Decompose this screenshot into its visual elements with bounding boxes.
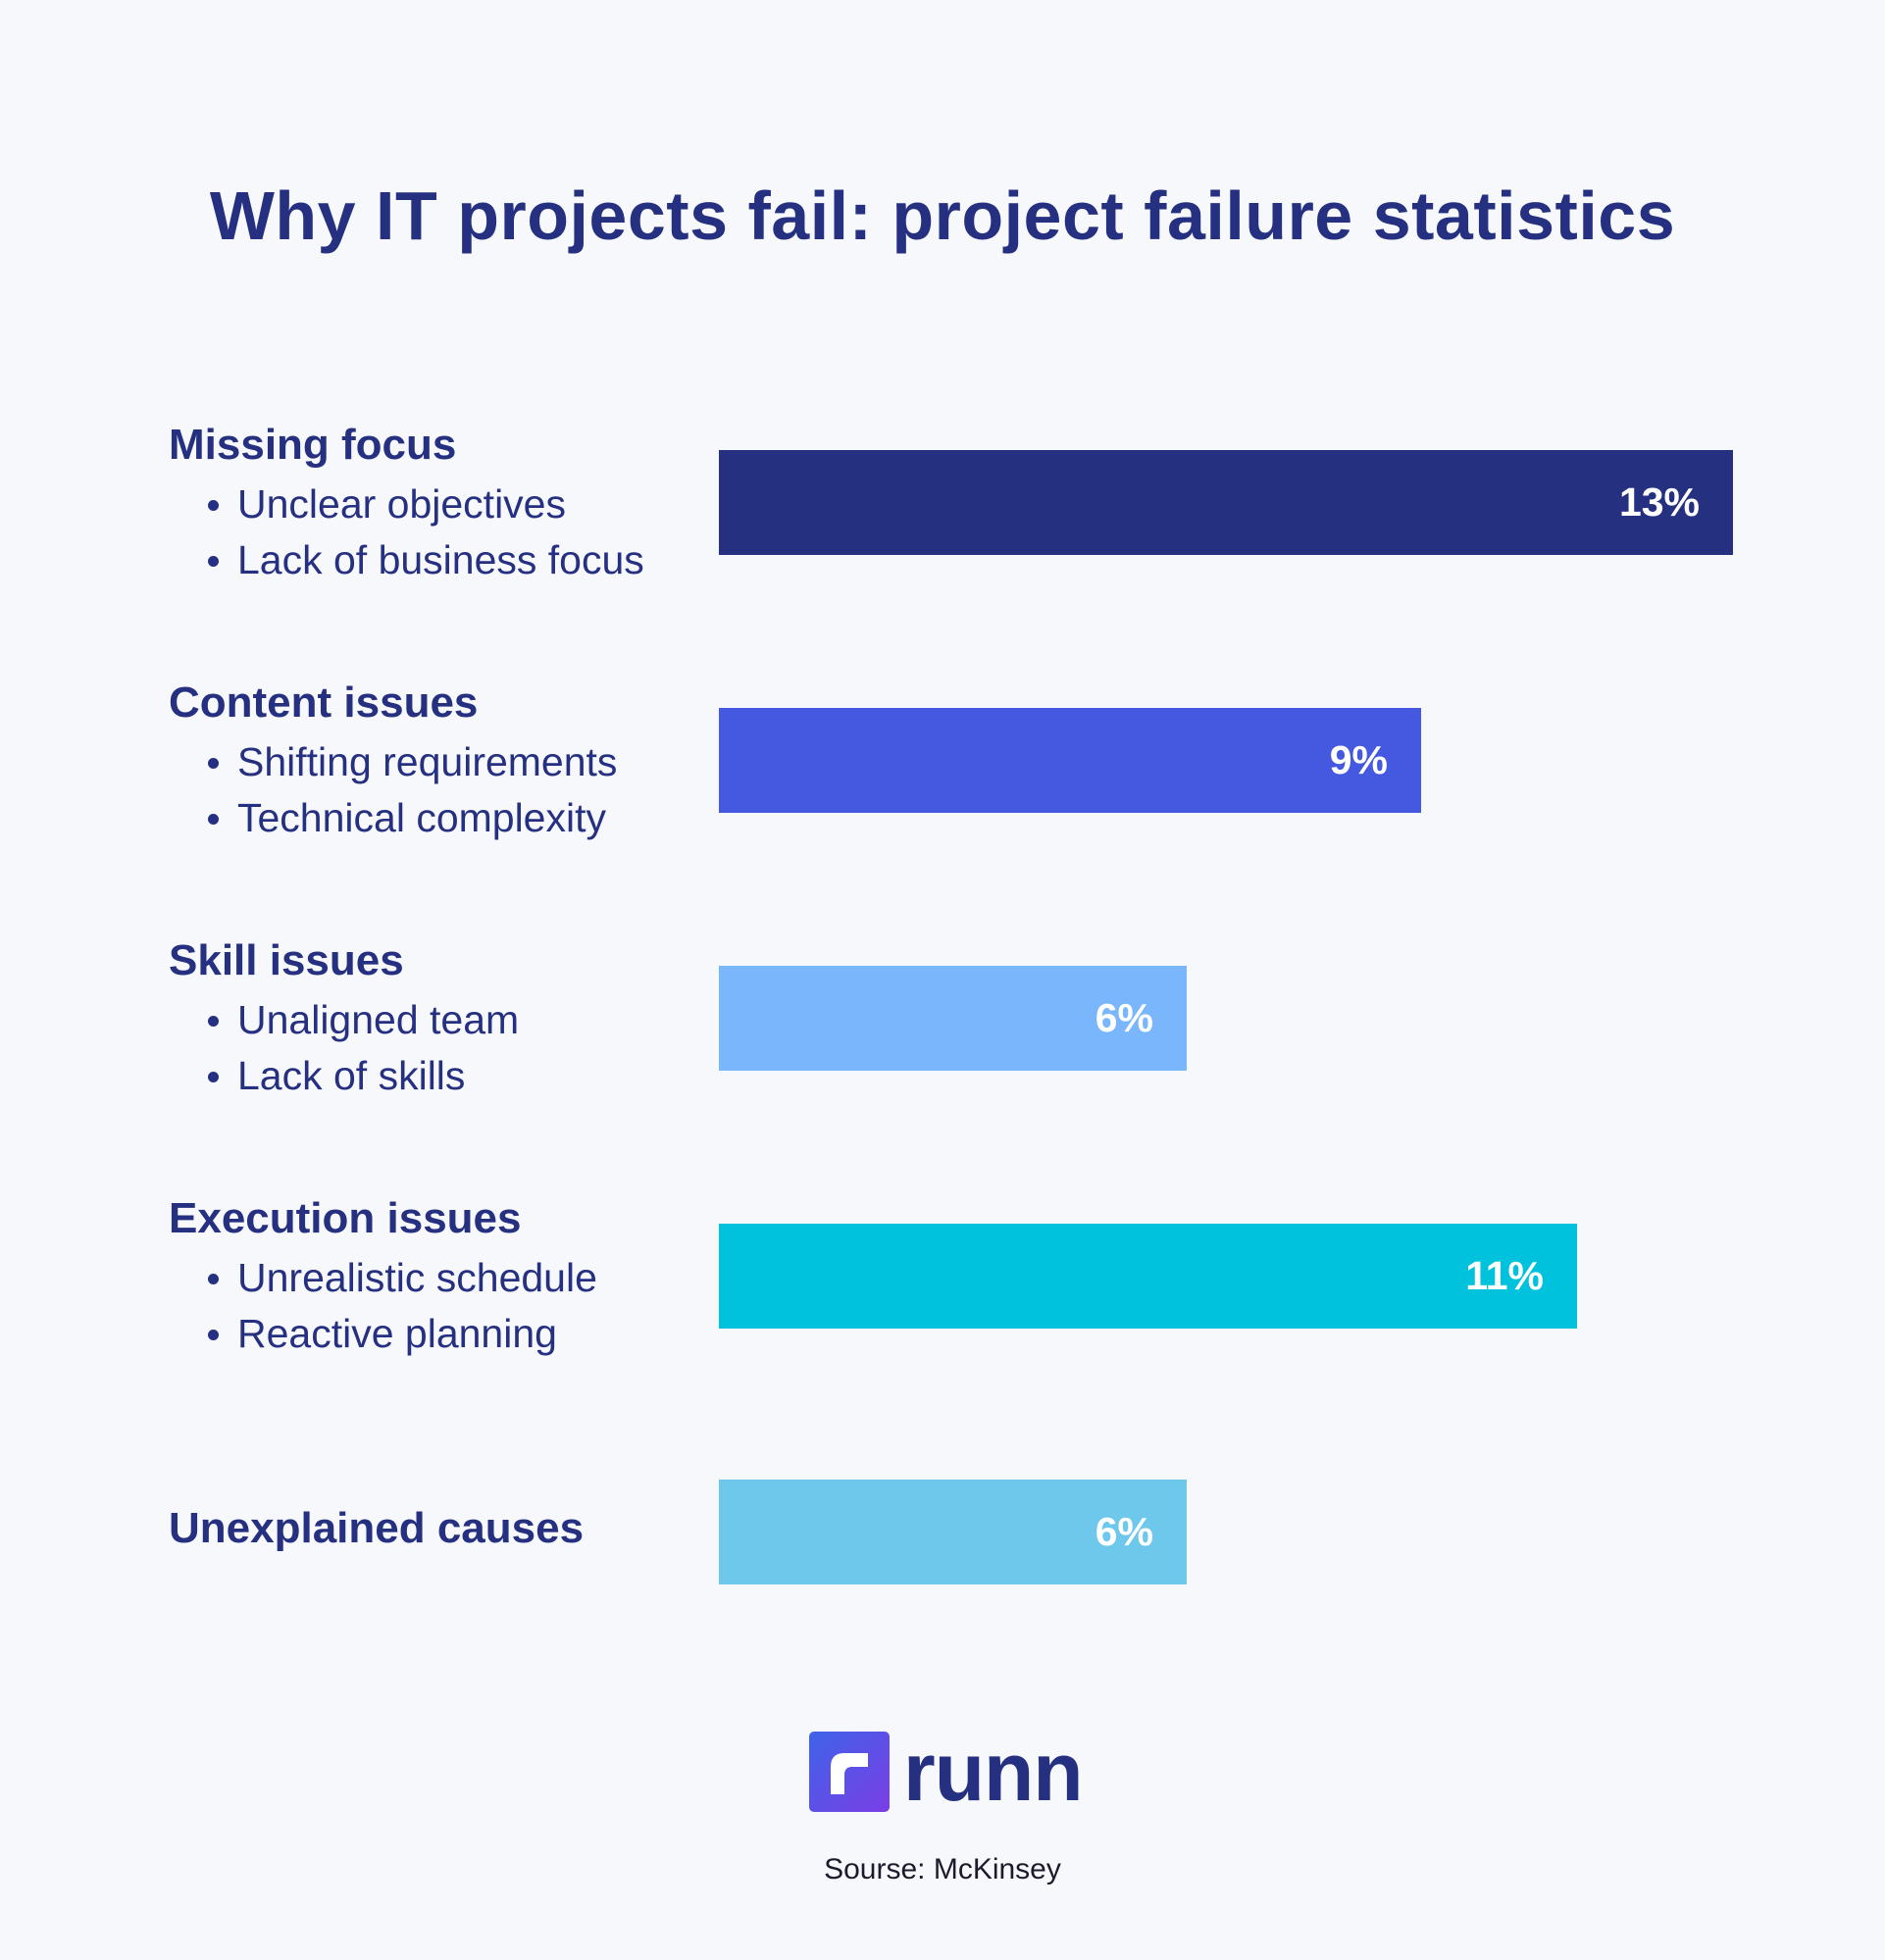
bullet-icon: [208, 1330, 219, 1340]
category-title: Execution issues: [169, 1194, 522, 1242]
category-title: Content issues: [169, 678, 479, 727]
reason-text: Unclear objectives: [237, 481, 566, 527]
reason-text: Reactive planning: [237, 1311, 557, 1356]
category-title: Skill issues: [169, 936, 404, 984]
reason-item: Technical complexity: [169, 790, 718, 846]
reason-text: Shifting requirements: [237, 739, 618, 784]
runn-logo-icon: [809, 1732, 890, 1812]
bullet-icon: [208, 556, 219, 567]
reason-item: Lack of business focus: [169, 532, 718, 588]
bar-execution-issues: 11%: [719, 1224, 1577, 1329]
category-label-execution-issues: Execution issues Unrealistic schedule Reac…: [169, 1193, 718, 1362]
bar-value-label: 9%: [1329, 737, 1388, 782]
logo-text: runn: [903, 1726, 1084, 1818]
reason-list: Shifting requirements Technical complexit…: [169, 734, 718, 846]
chart-title: Why IT projects fail: project failure st…: [209, 177, 1676, 254]
reason-text: Unrealistic schedule: [237, 1255, 597, 1300]
bullet-icon: [208, 1274, 219, 1284]
reason-item: Reactive planning: [169, 1306, 718, 1362]
reason-item: Shifting requirements: [169, 734, 718, 790]
reason-text: Lack of business focus: [237, 537, 644, 582]
bar-value-label: 6%: [1095, 995, 1153, 1040]
bar-value-label: 13%: [1618, 479, 1700, 525]
source-note: Sourse: McKinsey: [824, 1853, 1061, 1885]
category-title: Missing focus: [169, 421, 457, 469]
reason-item: Lack of skills: [169, 1048, 718, 1104]
bar-value-label: 11%: [1465, 1253, 1544, 1298]
category-label-content-issues: Content issues Shifting requirements Techn…: [169, 678, 718, 846]
category-label-unexplained-causes: Unexplained causes: [169, 1503, 718, 1554]
bar-unexplained-causes: 6%: [719, 1480, 1187, 1584]
bullet-icon: [208, 500, 219, 511]
bar-content-issues: 9%: [719, 708, 1421, 813]
reason-text: Lack of skills: [237, 1053, 466, 1098]
bullet-icon: [208, 1072, 219, 1082]
reason-item: Unrealistic schedule: [169, 1250, 718, 1306]
category-label-skill-issues: Skill issues Unaligned team Lack of skills: [169, 935, 718, 1104]
reason-text: Unaligned team: [237, 997, 520, 1042]
bar-value-label: 6%: [1095, 1509, 1153, 1554]
runn-logo: runn: [809, 1726, 1084, 1818]
bar-skill-issues: 6%: [719, 966, 1187, 1071]
reason-text: Technical complexity: [237, 795, 606, 840]
category-label-missing-focus: Missing focus Unclear objectives Lack of b…: [169, 420, 718, 588]
bullet-icon: [208, 814, 219, 825]
reason-list: Unclear objectives Lack of business focus: [169, 477, 718, 588]
reason-list: Unaligned team Lack of skills: [169, 992, 718, 1104]
bullet-icon: [208, 758, 219, 769]
reason-list: Unrealistic schedule Reactive planning: [169, 1250, 718, 1362]
category-title: Unexplained causes: [169, 1504, 585, 1552]
reason-item: Unaligned team: [169, 992, 718, 1048]
bar-missing-focus: 13%: [719, 450, 1733, 555]
reason-item: Unclear objectives: [169, 477, 718, 532]
bullet-icon: [208, 1016, 219, 1027]
